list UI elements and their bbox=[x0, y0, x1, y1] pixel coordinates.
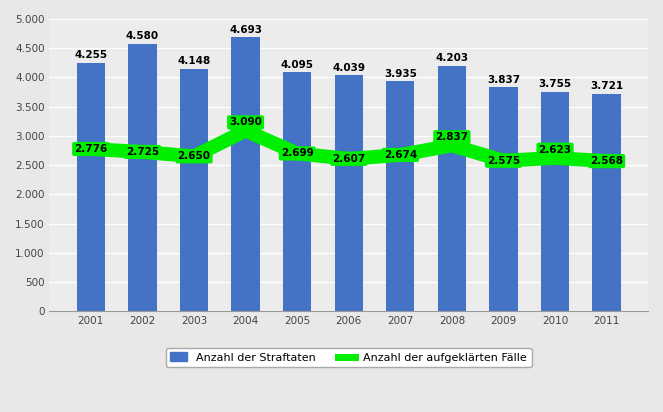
Bar bbox=[128, 44, 156, 311]
Text: 3.837: 3.837 bbox=[487, 75, 520, 84]
Text: 2.837: 2.837 bbox=[436, 132, 469, 142]
Bar bbox=[77, 63, 105, 311]
Bar bbox=[335, 75, 363, 311]
Text: 4.148: 4.148 bbox=[178, 56, 211, 66]
Legend: Anzahl der Straftaten, Anzahl der aufgeklärten Fälle: Anzahl der Straftaten, Anzahl der aufgek… bbox=[166, 348, 532, 367]
Text: 3.755: 3.755 bbox=[538, 80, 572, 89]
Text: 2.776: 2.776 bbox=[74, 144, 107, 154]
Text: 3.935: 3.935 bbox=[384, 69, 417, 79]
Text: 4.580: 4.580 bbox=[126, 31, 159, 41]
Text: 3.721: 3.721 bbox=[590, 82, 623, 91]
Bar bbox=[386, 81, 414, 311]
Text: 2.607: 2.607 bbox=[332, 154, 365, 164]
Text: 2.699: 2.699 bbox=[281, 148, 314, 159]
Bar bbox=[593, 94, 621, 311]
Text: 2.725: 2.725 bbox=[126, 147, 159, 157]
Bar bbox=[231, 37, 260, 311]
Bar bbox=[283, 72, 312, 311]
Text: 4.255: 4.255 bbox=[74, 50, 107, 60]
Bar bbox=[489, 87, 518, 311]
Text: 2.568: 2.568 bbox=[590, 156, 623, 166]
Bar bbox=[438, 66, 466, 311]
Text: 4.693: 4.693 bbox=[229, 25, 262, 35]
Text: 4.039: 4.039 bbox=[332, 63, 365, 73]
Text: 2.674: 2.674 bbox=[384, 150, 417, 160]
Text: 2.650: 2.650 bbox=[178, 151, 211, 162]
Text: 4.203: 4.203 bbox=[436, 53, 469, 63]
Text: 3.090: 3.090 bbox=[229, 117, 262, 127]
Text: 4.095: 4.095 bbox=[280, 60, 314, 70]
Bar bbox=[180, 69, 208, 311]
Text: 2.623: 2.623 bbox=[538, 145, 572, 154]
Text: 2.575: 2.575 bbox=[487, 156, 520, 166]
Bar bbox=[541, 92, 570, 311]
